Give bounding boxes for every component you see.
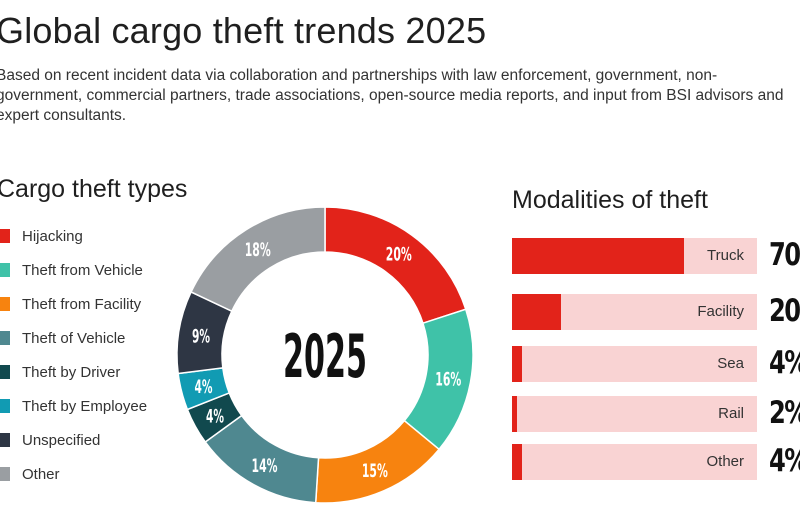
legend-swatch [0,297,10,311]
legend-label: Theft from Facility [22,296,142,313]
donut-label-theft-from-facility: 15% [362,460,388,482]
bar-value-label: 4% [769,443,800,479]
legend-label: Theft by Employee [22,398,148,415]
bar-sea [512,346,522,382]
bar-category-label: Facility [697,303,744,320]
legend-label: Theft of Vehicle [22,330,126,347]
legend-swatch [0,365,10,379]
legend-swatch [0,433,10,447]
bar-value-label: 2% [769,395,800,431]
donut-label-unspecified: 9% [192,325,210,347]
page-subtitle: Based on recent incident data via collab… [0,67,784,124]
theft-types-donut-chart: 20% 16% 15% 14% 4% 4% 9% 18% 2025 [176,206,474,504]
donut-slice-other [190,206,326,313]
bar-other [512,444,522,480]
bar-facility [512,294,561,330]
page-title: Global cargo theft trends 2025 [0,10,487,51]
bar-category-label: Truck [707,247,744,264]
legend-label: Unspecified [22,432,101,449]
donut-label-theft-of-vehicle: 14% [252,455,278,477]
bar-row-facility: Facility 20% [512,293,800,330]
bar-value-label: 70% [769,237,800,273]
donut-label-theft-by-employee: 4% [194,376,212,398]
bar-value-label: 4% [769,345,800,381]
legend-label: Hijacking [22,228,83,245]
bar-row-other: Other 4% [512,443,800,480]
bar-track [512,346,757,382]
legend-swatch [0,467,10,481]
legend-swatch [0,263,10,277]
bar-row-truck: Truck 70% [512,237,800,274]
bar-track [512,294,757,330]
bar-rail [512,396,517,432]
bar-category-label: Rail [718,405,744,422]
legend-swatch [0,331,10,345]
bar-track [512,238,757,274]
legend-label: Theft by Driver [22,364,121,381]
modalities-title: Modalities of theft [512,186,708,214]
legend-swatch [0,229,10,243]
legend-swatch [0,399,10,413]
bar-truck [512,238,684,274]
donut-label-other: 18% [245,239,271,261]
bar-row-rail: Rail 2% [512,395,800,432]
bar-category-label: Other [706,453,744,470]
bar-row-sea: Sea 4% [512,345,800,382]
cargo-theft-types-title: Cargo theft types [0,175,188,203]
bar-category-label: Sea [717,355,744,372]
legend-label: Other [22,466,60,483]
donut-label-hijacking: 20% [386,243,412,265]
donut-label-theft-from-vehicle: 16% [435,369,461,391]
bar-value-label: 20% [769,293,800,329]
bar-track [512,444,757,480]
donut-label-theft-by-driver: 4% [206,405,224,427]
bar-track [512,396,757,432]
legend-label: Theft from Vehicle [22,262,143,279]
donut-center-label: 2025 [283,322,367,392]
